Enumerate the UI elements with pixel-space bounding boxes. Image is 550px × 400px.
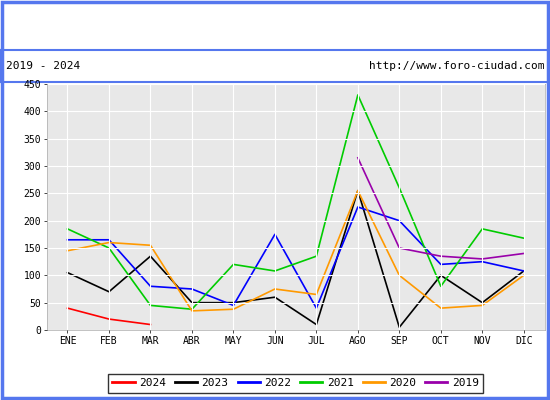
Text: 2019 - 2024: 2019 - 2024 (6, 61, 80, 71)
Text: http://www.foro-ciudad.com: http://www.foro-ciudad.com (369, 61, 544, 71)
Legend: 2024, 2023, 2022, 2021, 2020, 2019: 2024, 2023, 2022, 2021, 2020, 2019 (108, 374, 483, 392)
Text: Evolucion Nº Turistas Nacionales en el municipio de Dehesas de Guadix: Evolucion Nº Turistas Nacionales en el m… (16, 18, 534, 32)
